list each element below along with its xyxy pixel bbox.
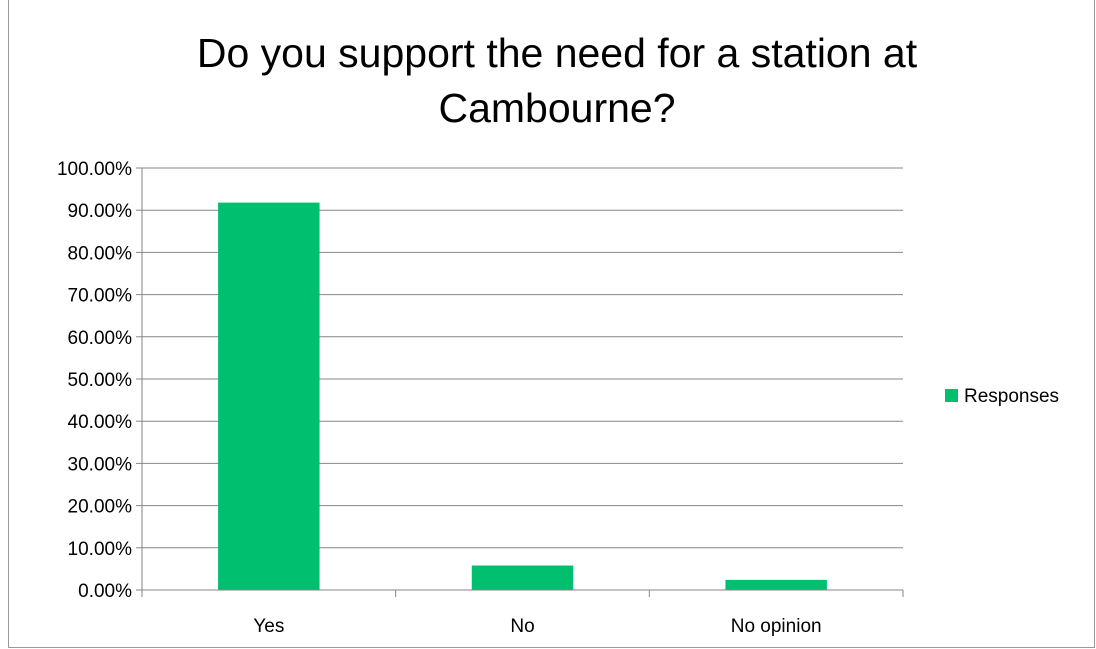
bars (218, 202, 827, 590)
y-tick-label: 10.00% (68, 539, 133, 560)
y-tick-label: 50.00% (68, 370, 133, 391)
bar-no-opinion (725, 579, 827, 590)
chart-frame (8, 0, 1095, 648)
bar-no (471, 565, 574, 590)
y-tick-label: 60.00% (68, 328, 133, 349)
chart-title-line-1: Do you support the need for a station at (197, 30, 918, 76)
chart-title-line-2: Cambourne? (438, 85, 675, 131)
legend-label-responses: Responses (964, 386, 1059, 407)
y-tick-label: 100.00% (57, 159, 132, 180)
axes (141, 168, 904, 597)
legend: Responses (945, 386, 1059, 407)
x-tick-label: No opinion (731, 616, 822, 637)
x-axis-labels: Yes No No opinion (253, 616, 821, 637)
y-tick-label: 90.00% (68, 201, 133, 222)
x-tick-label: No (510, 616, 534, 637)
bar-yes (218, 202, 320, 590)
y-tick-label: 20.00% (68, 497, 133, 518)
legend-swatch (945, 389, 958, 402)
x-tick-label: Yes (253, 616, 284, 637)
y-tick-label: 0.00% (78, 581, 132, 602)
y-tick-label: 40.00% (68, 412, 133, 433)
y-tick-label: 80.00% (68, 243, 133, 264)
chart-title: Do you support the need for a station at… (197, 30, 918, 131)
y-axis-ticks: 0.00% 10.00% 20.00% 30.00% 40.00% 50.00% 60.00… (57, 159, 142, 602)
y-tick-label: 30.00% (68, 454, 133, 475)
y-tick-label: 70.00% (68, 286, 133, 307)
